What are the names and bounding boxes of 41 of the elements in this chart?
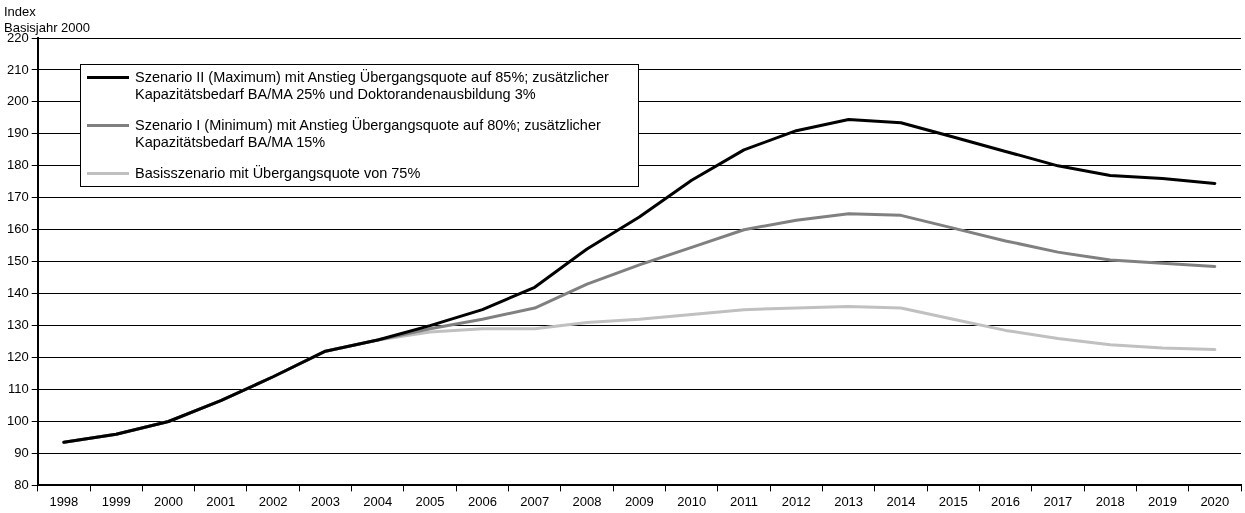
- y-tick-label: 180: [6, 157, 29, 173]
- y-tick-label: 130: [6, 317, 29, 333]
- y-tick-label: 140: [6, 285, 29, 301]
- x-tick-label: 2006: [467, 493, 497, 509]
- x-tick-label: 2007: [520, 493, 550, 509]
- x-tick-label: 2005: [415, 493, 445, 509]
- x-tick-label: 2002: [258, 493, 288, 509]
- x-tick-label: 2009: [624, 493, 654, 509]
- x-tick-label: 2016: [991, 493, 1021, 509]
- legend-label: Szenario I (Minimum) mit Anstieg Übergangsquote auf 80%; zusätzlicher Kapazitätsbedarf BA/MA 15%: [135, 117, 602, 151]
- x-tick-label: 2017: [1043, 493, 1073, 509]
- y-tick-label: 160: [6, 221, 29, 237]
- y-tick-label: 150: [6, 253, 29, 269]
- x-tick-label: 2008: [572, 493, 602, 509]
- x-tick-label: 2001: [206, 493, 236, 509]
- x-tick-label: 1999: [101, 493, 131, 509]
- y-tick-label: 90: [14, 445, 29, 461]
- x-tick-label: 2000: [154, 493, 183, 509]
- x-tick-label: 2018: [1095, 493, 1125, 509]
- y-tick-label: 120: [6, 349, 29, 365]
- x-tick-label: 2015: [938, 493, 968, 509]
- x-tick-label: 2011: [730, 493, 758, 509]
- x-tick-label: 2020: [1200, 493, 1230, 509]
- x-tick-label: 2010: [677, 493, 707, 509]
- y-tick-label: 200: [6, 93, 29, 109]
- y-tick-label: 170: [6, 189, 29, 205]
- x-tick-label: 2014: [886, 493, 916, 509]
- x-tick-label: 2004: [363, 493, 393, 509]
- x-tick-label: 1998: [49, 493, 79, 509]
- y-tick-label: 210: [6, 61, 29, 77]
- x-tick-label: 2012: [781, 493, 811, 509]
- x-tick-label: 2003: [310, 493, 340, 509]
- y-tick-label: 190: [6, 125, 29, 141]
- legend-label: Basisszenario mit Übergangsquote von 75%: [135, 165, 421, 182]
- y-tick-label: 110: [7, 381, 29, 397]
- y-tick-label: 80: [14, 476, 29, 492]
- x-tick-label: 2019: [1148, 493, 1177, 509]
- y-axis-title: Index Basisjahr 2000: [4, 4, 90, 35]
- x-tick-label: 2013: [834, 493, 864, 509]
- legend-label: Szenario II (Maximum) mit Anstieg Übergangsquote auf 85%; zusätzlicher Kapazitätsbedarf BA/MA 25% und Doktorandenausbildung 3%: [135, 69, 610, 103]
- y-tick-label: 100: [6, 413, 29, 429]
